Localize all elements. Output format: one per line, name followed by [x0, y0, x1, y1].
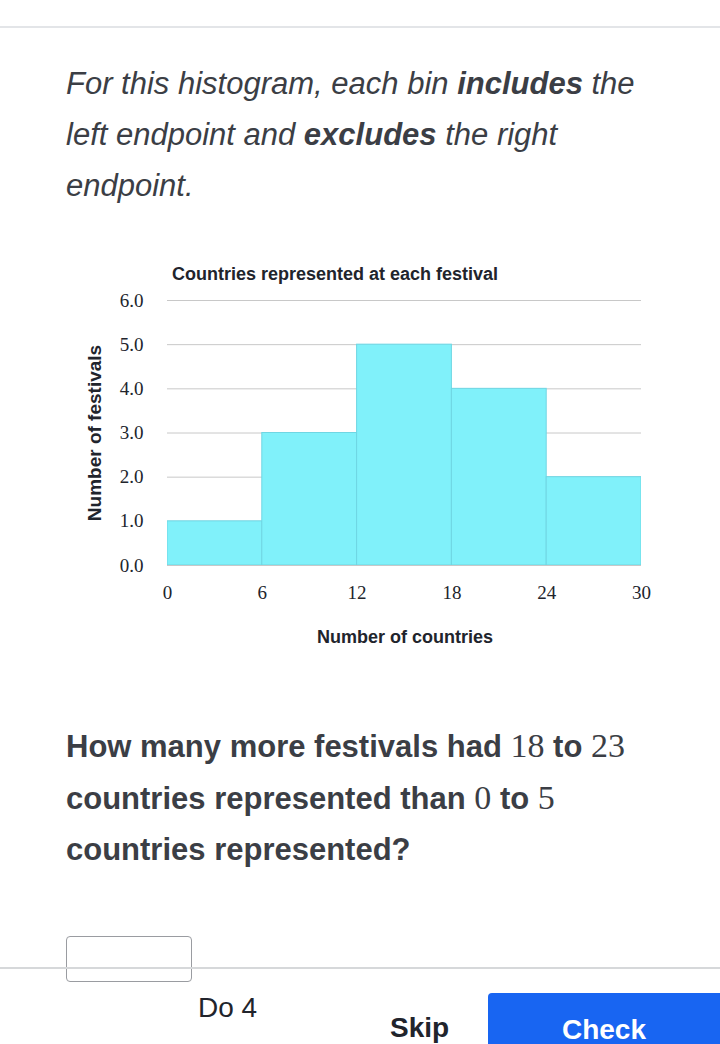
- html-text:How many more festivals had 18: How many more festivals had 18 to 23: [66, 727, 625, 764]
- html-text:Number of countries: Number of countries: [317, 627, 493, 647]
- svg-text:5.0: 5.0: [120, 334, 144, 355]
- svg-text:24: 24: [537, 582, 557, 603]
- svg-text:6: 6: [258, 582, 268, 603]
- html-text:Skip: Skip: [390, 1012, 450, 1043]
- svg-text:0: 0: [163, 582, 173, 603]
- svg-text:12: 12: [348, 582, 367, 603]
- svg-text:6.0: 6.0: [120, 290, 144, 311]
- svg-text:1.0: 1.0: [120, 510, 144, 531]
- svg-text:30: 30: [632, 582, 651, 603]
- svg-text:Number of festivals: Number of festivals: [84, 345, 105, 521]
- svg-text:4.0: 4.0: [120, 378, 144, 399]
- svg-text:18: 18: [442, 582, 461, 603]
- html-text:Check: Check: [562, 1014, 646, 1044]
- svg-text:0.0: 0.0: [120, 555, 144, 576]
- html-text:countries represented than 0 t: countries represented than 0 to 5: [66, 779, 555, 816]
- html-text:countries represented?: countries represented?: [66, 832, 411, 867]
- svg-text:3.0: 3.0: [120, 422, 144, 443]
- html-text:For this histogram, each bin i: For this histogram, each bin includes th…: [66, 66, 635, 203]
- html-text:Do 4: Do 4: [198, 992, 258, 1023]
- svg-text:2.0: 2.0: [120, 466, 144, 487]
- html-text:Countries represented at each: Countries represented at each festival: [172, 264, 499, 284]
